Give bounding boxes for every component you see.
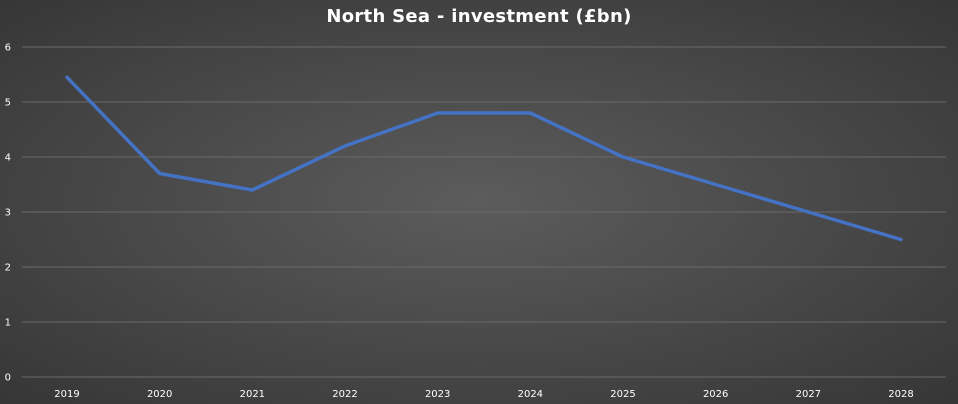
x-tick-label: 2021 <box>240 389 265 400</box>
y-tick-label: 2 <box>5 263 11 274</box>
series-line <box>65 75 903 242</box>
y-tick-label: 0 <box>5 373 11 384</box>
y-tick-label: 1 <box>5 318 11 329</box>
x-tick-label: 2025 <box>610 389 635 400</box>
y-tick-label: 4 <box>5 153 11 164</box>
x-tick-label: 2020 <box>147 389 172 400</box>
chart-title: North Sea - investment (£bn) <box>326 6 632 27</box>
y-tick-label: 5 <box>5 98 11 109</box>
x-tick-label: 2027 <box>796 389 821 400</box>
y-tick-label: 6 <box>5 43 11 54</box>
x-tick-label: 2023 <box>425 389 450 400</box>
x-tick-label: 2019 <box>54 389 79 400</box>
x-tick-label: 2024 <box>518 389 543 400</box>
x-tick-label: 2022 <box>332 389 357 400</box>
y-tick-label: 3 <box>5 208 11 219</box>
x-tick-label: 2026 <box>703 389 728 400</box>
x-tick-label: 2028 <box>888 389 913 400</box>
